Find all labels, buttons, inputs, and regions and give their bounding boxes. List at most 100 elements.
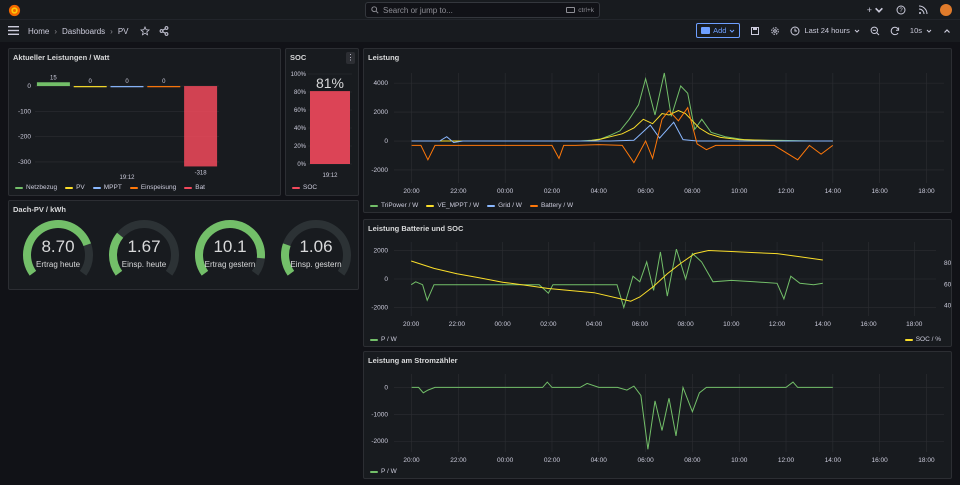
x-tick-label: 10:00 (731, 457, 748, 464)
bar-value-label: 0 (125, 79, 129, 85)
rss-news-icon[interactable] (918, 5, 928, 15)
x-tick-label: 14:00 (825, 457, 842, 464)
legend-item[interactable]: P / W (370, 468, 397, 475)
legend-item[interactable]: Battery / W (529, 202, 574, 209)
menu-toggle-icon[interactable] (8, 26, 19, 35)
search-icon (371, 6, 379, 14)
legend-item[interactable]: PV (65, 184, 85, 191)
search-input[interactable]: Search or jump to... ctrl+k (365, 2, 600, 18)
legend-label: VE_MPPT / W (437, 202, 480, 209)
legend-item[interactable]: SOC (292, 184, 317, 191)
time-range-picker[interactable]: Last 24 hours (790, 26, 860, 36)
shortcut-label: ctrl+k (578, 6, 594, 14)
y-tick-label: -200 (18, 134, 31, 141)
chevron-up-icon[interactable] (942, 26, 952, 36)
top-right-icons: + ? (867, 4, 952, 16)
x-tick-label: 12:00 (769, 321, 786, 328)
settings-gear-icon[interactable] (770, 26, 780, 36)
legend-item[interactable]: Grid / W (487, 202, 522, 209)
breadcrumb-home[interactable]: Home (28, 26, 50, 36)
x-tick-label: 22:00 (450, 188, 467, 195)
legend-label: Bat (195, 184, 205, 191)
legend-label: TriPower / W (381, 202, 419, 209)
zoom-out-icon[interactable] (870, 26, 880, 36)
series-line (411, 121, 833, 144)
refresh-interval-picker[interactable]: 10s (910, 26, 932, 35)
panel-dach-pv[interactable]: Dach-PV / kWh 8.70 Ertrag heute 1.67 Einsp.… (8, 200, 359, 290)
legend-item[interactable]: SOC / % (904, 336, 941, 343)
legend-label: SOC / % (915, 336, 941, 343)
series-line (410, 248, 823, 310)
y-tick-label: -100 (18, 108, 31, 115)
gauge-label: Einsp. heute (121, 260, 167, 269)
save-icon[interactable] (750, 26, 760, 36)
gauge-arc (23, 220, 93, 276)
legend-swatch (426, 204, 435, 207)
grafana-logo-icon[interactable] (8, 4, 21, 17)
legend-label: Battery / W (540, 202, 574, 209)
panel-title: Leistung Batterie und SOC (368, 224, 464, 233)
legend-swatch (904, 338, 913, 341)
new-menu-button[interactable]: + (867, 5, 884, 15)
x-tick-label: 02:00 (544, 457, 561, 464)
chart-legend-left: P / W (370, 336, 397, 343)
bar-pv (73, 86, 107, 88)
panel-menu-button[interactable]: ⋮ (346, 52, 355, 64)
share-icon[interactable] (159, 26, 169, 36)
x-tick-label: 22:00 (449, 321, 466, 328)
chart-legend: SOC (292, 184, 317, 191)
user-avatar[interactable] (940, 4, 952, 16)
gauge: 1.67 Einsp. heute (103, 213, 185, 287)
legend-swatch (487, 204, 496, 207)
refresh-icon[interactable] (890, 26, 900, 36)
x-tick-label: 18:00 (918, 457, 935, 464)
panel-title: Aktueller Leistungen / Watt (13, 53, 110, 62)
chart-legend: Netzbezug PV MPPT Einspeisung Bat (15, 184, 205, 191)
panel-aktuelle-leistungen[interactable]: Aktueller Leistungen / Watt 0 -100 -200 -30… (8, 48, 281, 196)
chevron-right-icon: › (110, 26, 113, 36)
help-icon[interactable]: ? (896, 5, 906, 15)
x-tick-label: 04:00 (591, 188, 608, 195)
legend-item[interactable]: Netzbezug (15, 184, 57, 191)
legend-item[interactable]: TriPower / W (370, 202, 418, 209)
panel-stromzaehler[interactable]: Leistung am Stromzähler 0 -1000 -2000 20:00… (363, 351, 952, 479)
panel-soc[interactable]: SOC ⋮ 100% 80% 60% 40% 20% 0% 81% 19:12 SOC (285, 48, 359, 196)
legend-item[interactable]: MPPT (92, 184, 122, 191)
gauge: 8.70 Ertrag heute (17, 213, 99, 287)
x-tick-label: 12:00 (778, 188, 795, 195)
legend-label: PV (76, 184, 85, 191)
search-shortcut: ctrl+k (566, 7, 594, 14)
x-tick-label: 08:00 (677, 321, 694, 328)
panel-leistung[interactable]: Leistung 4000 2000 0 -2000 20:00 22:00 00:00 02… (363, 48, 952, 213)
legend-item[interactable]: Bat (184, 184, 205, 191)
bar-netzbezug (36, 82, 70, 87)
dashboard-nav-bar: Home › Dashboards › PV Add Last 24 hours… (0, 20, 960, 42)
x-tick-label: 18:00 (918, 188, 935, 195)
legend-item[interactable]: Einspeisung (129, 184, 177, 191)
bar-value-label: 0 (89, 79, 93, 85)
gauge-value: 8.70 (41, 237, 75, 256)
gauge-value: 10.1 (213, 237, 247, 256)
legend-label: Einspeisung (140, 184, 177, 191)
x-tick-label: 06:00 (632, 321, 649, 328)
legend-label: Netzbezug (26, 184, 58, 191)
bar-value-label: 15 (50, 75, 57, 81)
x-tick-label: 06:00 (637, 188, 654, 195)
breadcrumb-dashboards[interactable]: Dashboards (62, 26, 106, 36)
gauge-fill (23, 220, 92, 276)
search-placeholder: Search or jump to... (383, 5, 453, 15)
y-tick-label: 80% (294, 90, 307, 96)
x-tick-label: 10:00 (723, 321, 740, 328)
legend-item[interactable]: P / W (370, 336, 397, 343)
legend-swatch (370, 338, 378, 341)
panel-batterie-soc[interactable]: Leistung Batterie und SOC 2000 0 -2000 80 60… (363, 219, 952, 347)
add-label: Add (713, 26, 727, 35)
legend-item[interactable]: VE_MPPT / W (426, 202, 479, 209)
series-line (411, 249, 823, 302)
star-icon[interactable] (139, 26, 150, 36)
legend-swatch (184, 186, 193, 189)
legend-label: P / W (381, 468, 397, 475)
add-button[interactable]: Add (696, 23, 741, 38)
x-tick-label: 14:00 (815, 321, 832, 328)
gauge-arc (281, 220, 351, 276)
